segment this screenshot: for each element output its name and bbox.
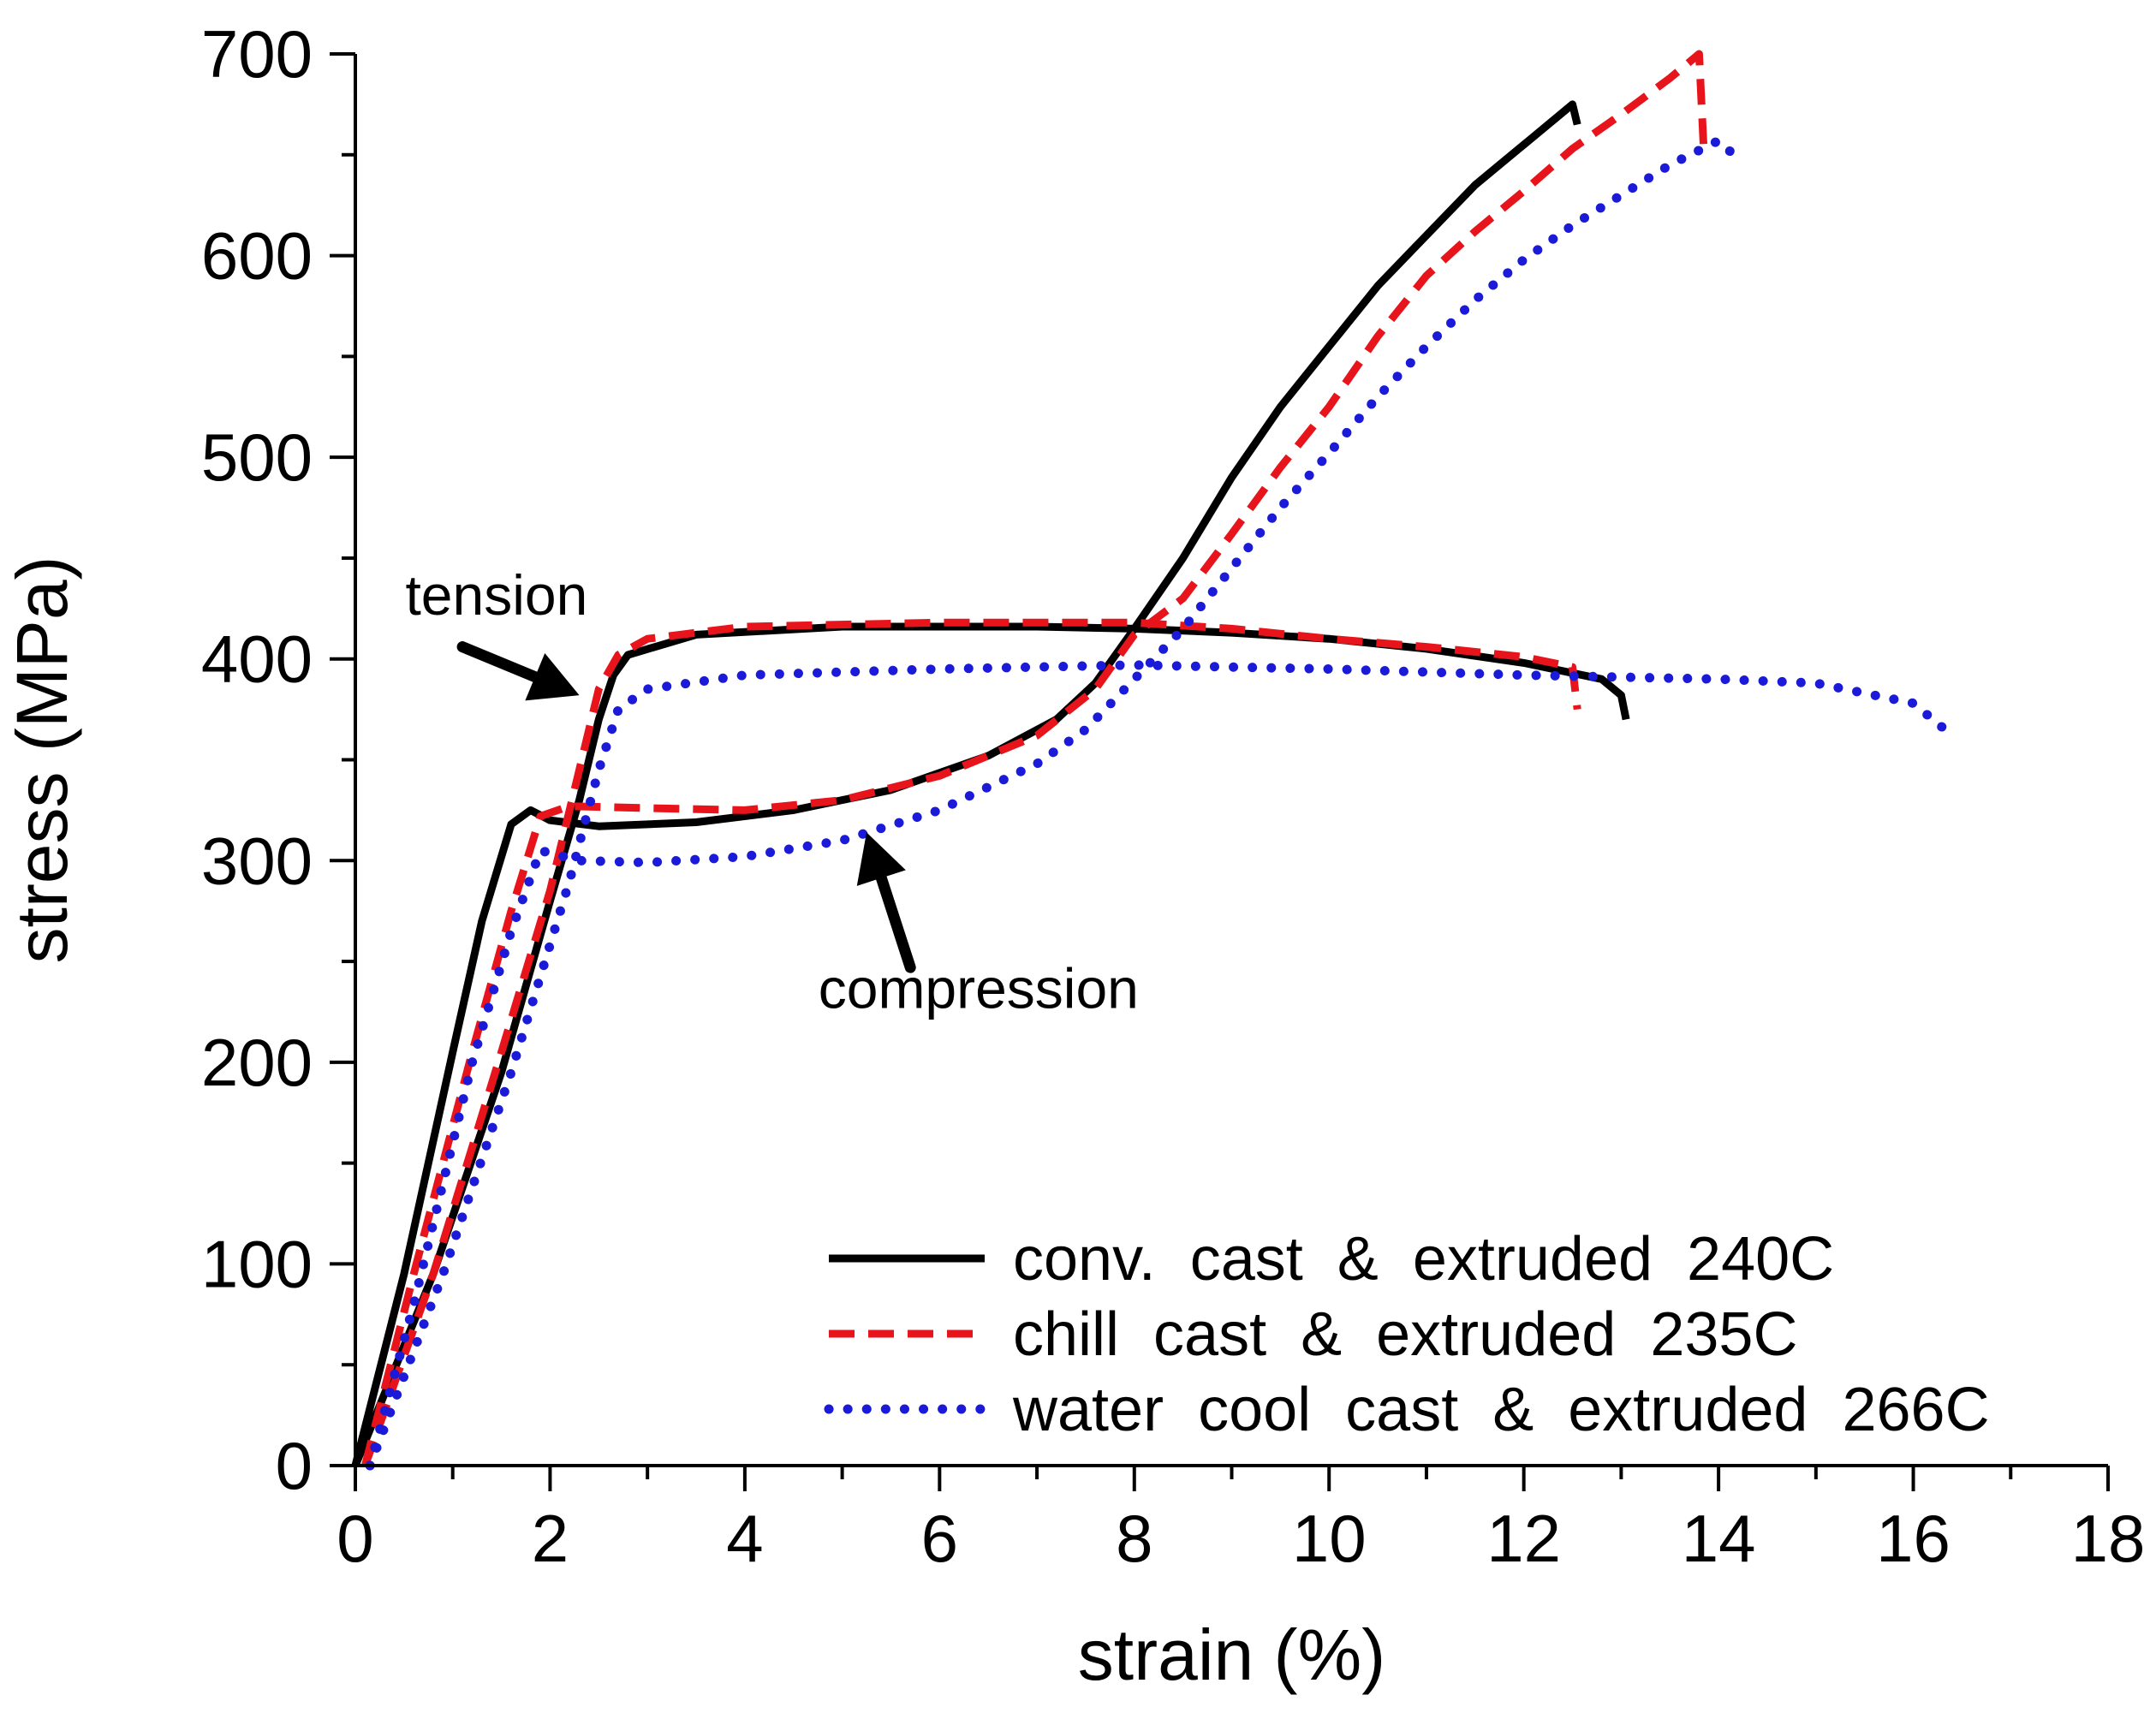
annotation-arrow-head-2 [856, 832, 906, 886]
legend-label-1: conv. cast & extruded 240C [1013, 1225, 1834, 1294]
series-layer [351, 50, 1957, 1471]
y-axis-ticks: 0 100 200 300 400 500 600 700 [201, 16, 355, 1503]
y-tick-label: 100 [201, 1226, 313, 1301]
y-tick-label: 200 [201, 1025, 313, 1100]
x-tick-label: 14 [1682, 1501, 1756, 1576]
legend-label-2: chill cast & extruded 235C [1013, 1300, 1797, 1369]
axes [354, 54, 2108, 1467]
x-tick-label: 0 [337, 1501, 373, 1576]
annotation-label-2: compression [819, 956, 1139, 1020]
x-tick-label: 2 [532, 1501, 569, 1576]
x-tick-label: 4 [726, 1501, 763, 1576]
y-tick-label: 500 [201, 419, 313, 495]
annotation-layer: tension compression [405, 563, 1138, 1020]
annotation-label-1: tension [405, 563, 587, 627]
x-axis-ticks: 0 2 4 6 8 10 12 14 16 18 [337, 1466, 2145, 1576]
x-tick-label: 10 [1292, 1501, 1367, 1576]
x-tick-label: 16 [1876, 1501, 1951, 1576]
y-axis-title: stress (MPa) [2, 556, 82, 963]
series-2-curve-2 [361, 618, 1581, 1467]
y-tick-label: 600 [201, 218, 313, 294]
x-tick-label: 6 [921, 1501, 958, 1576]
y-tick-label: 300 [201, 823, 313, 898]
y-tick-label: 400 [201, 622, 313, 697]
series-1-curve-1 [351, 100, 1581, 1467]
x-tick-label: 8 [1116, 1501, 1152, 1576]
series-3-curve-2 [365, 660, 1957, 1471]
series-2-curve-1 [361, 50, 1708, 1467]
y-tick-label: 0 [276, 1428, 313, 1503]
annotation-arrow-shaft-2 [873, 865, 916, 973]
series-3-curve-1 [365, 135, 1743, 1471]
annotation-arrow-shaft-1 [456, 641, 548, 686]
x-tick-label: 12 [1486, 1501, 1561, 1576]
legend-label-3: water cool cast & extruded 266C [1012, 1376, 1990, 1444]
x-tick-label: 18 [2071, 1501, 2146, 1576]
y-tick-label: 700 [201, 16, 313, 92]
annotation-arrow-head-1 [525, 652, 580, 701]
x-axis-title: strain (%) [1078, 1615, 1385, 1695]
